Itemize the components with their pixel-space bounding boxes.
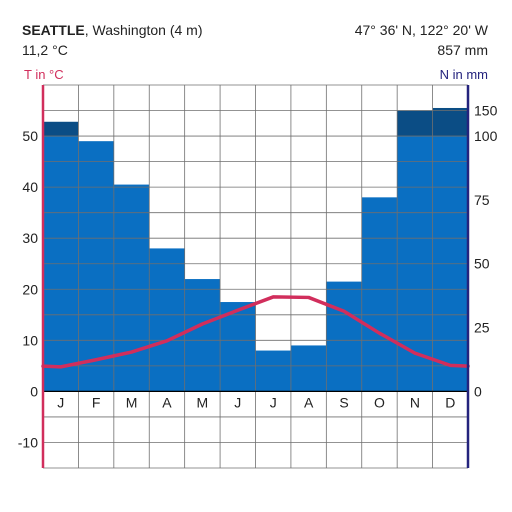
precipitation-bar [326,281,362,392]
station-city: SEATTLE [22,22,85,38]
temperature-line-group [41,295,470,369]
temperature-axis-label: T in °C [24,67,64,82]
temperature-tick-label: 0 [30,383,38,399]
month-label: S [339,394,348,410]
precipitation-bar [361,197,398,392]
tick-labels: -10 0 10 20 30 40 50 0 25 50 75 100 150 J F M A M J J A S O N D [18,103,498,451]
temperature-tick-label: 20 [22,281,38,297]
month-label: M [197,394,209,410]
precipitation-bar [220,302,256,392]
precipitation-axis-label: N in mm [439,67,488,82]
temperature-tick-label: 40 [22,179,38,195]
precipitation-bar [290,345,327,392]
precipitation-tick-label: 50 [474,256,490,272]
temperature-tick-label: 30 [22,230,38,246]
precipitation-bar-excess [432,107,468,137]
station-coordinates: 47° 36' N, 122° 20' W [354,22,488,38]
precipitation-tick-label: 75 [474,192,490,208]
precipitation-bar [149,248,185,392]
axes [41,85,470,468]
precipitation-tick-label: 0 [474,383,482,399]
precipitation-bar [255,350,291,392]
precipitation-bar [184,279,221,392]
month-label: A [162,394,172,410]
precipitation-bar-excess [397,110,433,137]
month-label: M [126,394,138,410]
temperature-line [41,295,470,369]
month-label: O [374,394,385,410]
month-label: J [57,394,64,410]
precipitation-bar [78,141,114,392]
month-label: A [304,394,314,410]
temperature-tick-label: -10 [18,434,38,450]
precipitation-bar [113,184,150,392]
precipitation-bar-excess [43,121,79,137]
month-label: J [234,394,241,410]
temperature-tick-label: 10 [22,332,38,348]
station-title: SEATTLE, Washington (4 m) [22,22,203,38]
precipitation-tick-label: 25 [474,320,490,336]
month-label: F [92,394,101,410]
precipitation-tick-label: 100 [474,128,498,144]
temperature-tick-label: 50 [22,128,38,144]
month-label: N [410,394,420,410]
mean-temperature: 11,2 °C [22,42,68,58]
month-label: J [270,394,277,410]
month-label: D [445,394,455,410]
precipitation-tick-label: 150 [474,103,498,119]
station-region: , Washington (4 m) [84,22,203,38]
annual-precipitation: 857 mm [437,42,488,58]
